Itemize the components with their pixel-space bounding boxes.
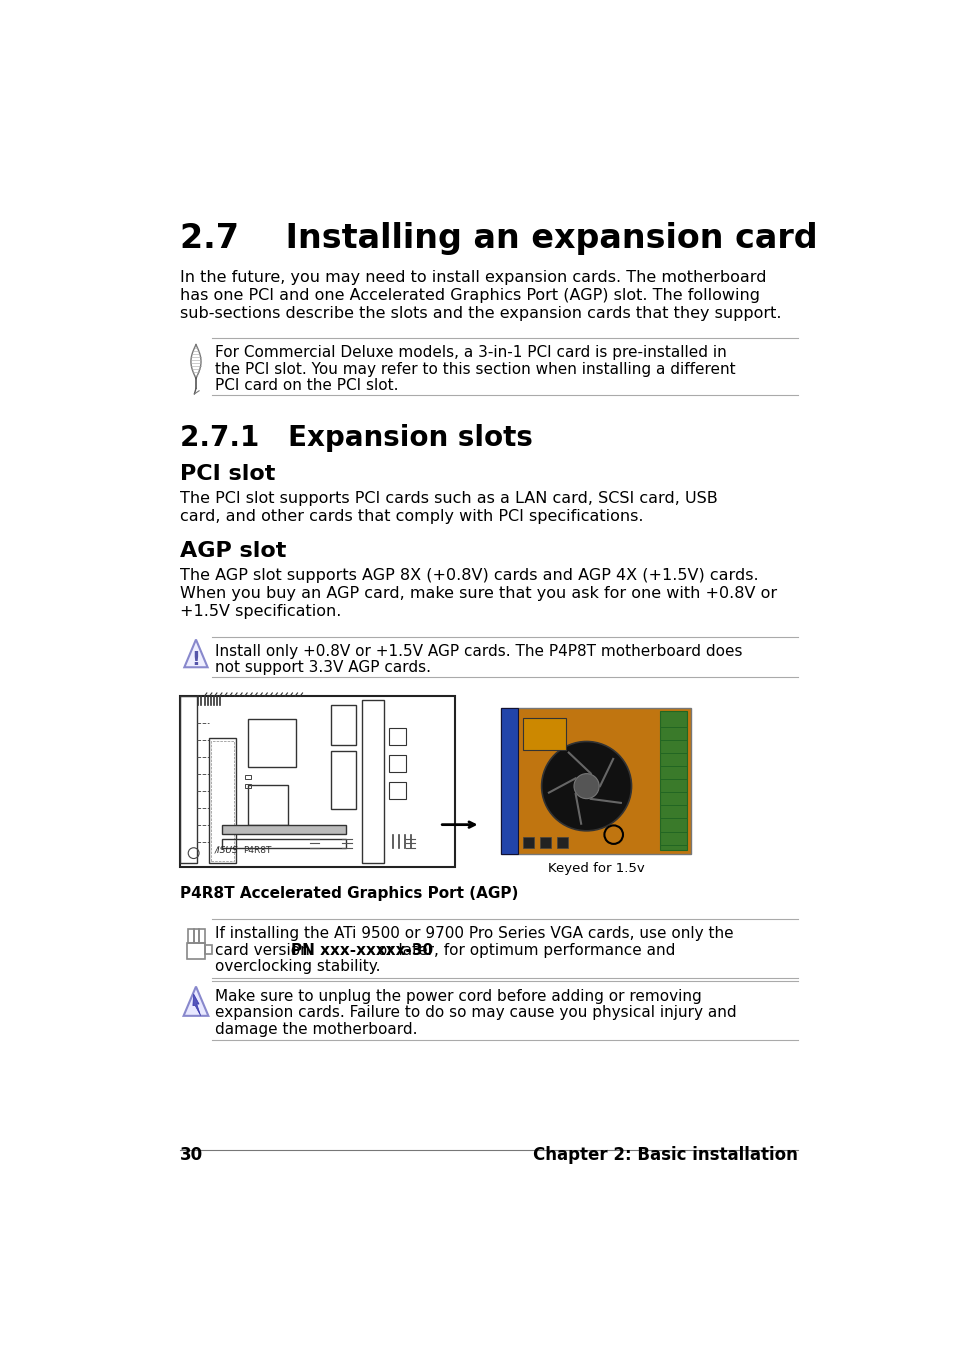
Bar — [204, 944, 212, 954]
Text: 2.7    Installing an expansion card: 2.7 Installing an expansion card — [179, 222, 817, 255]
Text: the PCI slot. You may refer to this section when installing a different: the PCI slot. You may refer to this sect… — [215, 362, 735, 377]
Bar — [245, 784, 251, 789]
Bar — [331, 705, 355, 746]
Bar — [522, 717, 565, 750]
Text: AGP slot: AGP slot — [179, 542, 286, 561]
Polygon shape — [184, 639, 208, 667]
Circle shape — [574, 774, 598, 798]
Bar — [389, 755, 406, 773]
Text: 30: 30 — [179, 1146, 203, 1165]
Bar — [248, 719, 295, 767]
Text: 2.7.1   Expansion slots: 2.7.1 Expansion slots — [179, 424, 532, 451]
Text: Install only +0.8V or +1.5V AGP cards. The P4P8T motherboard does: Install only +0.8V or +1.5V AGP cards. T… — [215, 643, 742, 659]
Bar — [187, 943, 205, 959]
Text: P4R8T: P4R8T — [243, 846, 272, 855]
Bar — [557, 838, 567, 847]
Bar — [188, 929, 193, 943]
Bar — [500, 708, 517, 854]
Polygon shape — [183, 986, 208, 1016]
Text: If installing the ATi 9500 or 9700 Pro Series VGA cards, use only the: If installing the ATi 9500 or 9700 Pro S… — [215, 927, 733, 942]
Bar — [179, 696, 196, 863]
Text: or later, for optimum performance and: or later, for optimum performance and — [373, 943, 675, 958]
Text: Keyed for 1.5v: Keyed for 1.5v — [547, 862, 644, 874]
Bar — [193, 929, 199, 943]
Text: In the future, you may need to install expansion cards. The motherboard: In the future, you may need to install e… — [179, 270, 765, 285]
Bar — [331, 751, 355, 809]
Text: card version: card version — [215, 943, 314, 958]
Bar — [522, 838, 534, 847]
Text: damage the motherboard.: damage the motherboard. — [215, 1021, 417, 1036]
Text: Make sure to unplug the power cord before adding or removing: Make sure to unplug the power cord befor… — [215, 989, 701, 1004]
Text: overclocking stability.: overclocking stability. — [215, 959, 380, 974]
Text: /ISUS: /ISUS — [214, 846, 238, 855]
Text: not support 3.3V AGP cards.: not support 3.3V AGP cards. — [215, 659, 431, 676]
Text: !: ! — [192, 650, 200, 669]
Text: expansion cards. Failure to do so may cause you physical injury and: expansion cards. Failure to do so may ca… — [215, 1005, 737, 1020]
Text: sub-sections describe the slots and the expansion cards that they support.: sub-sections describe the slots and the … — [179, 307, 781, 322]
Bar — [222, 824, 346, 834]
Bar — [248, 785, 288, 824]
Bar — [179, 696, 455, 867]
Bar — [222, 839, 346, 847]
Text: The PCI slot supports PCI cards such as a LAN card, SCSI card, USB: The PCI slot supports PCI cards such as … — [179, 490, 717, 505]
Bar — [212, 740, 233, 861]
Text: PCI card on the PCI slot.: PCI card on the PCI slot. — [215, 378, 398, 393]
Text: has one PCI and one Accelerated Graphics Port (AGP) slot. The following: has one PCI and one Accelerated Graphics… — [179, 288, 759, 303]
Bar — [389, 728, 406, 746]
Text: PN xxx-xxxxx-30: PN xxx-xxxxx-30 — [291, 943, 433, 958]
Text: PCI slot: PCI slot — [179, 463, 274, 484]
Polygon shape — [193, 994, 200, 1016]
Text: When you buy an AGP card, make sure that you ask for one with +0.8V or: When you buy an AGP card, make sure that… — [179, 586, 776, 601]
Bar — [539, 838, 550, 847]
Bar — [199, 929, 204, 943]
Bar — [209, 739, 236, 863]
Text: For Commercial Deluxe models, a 3-in-1 PCI card is pre-installed in: For Commercial Deluxe models, a 3-in-1 P… — [215, 346, 726, 361]
Text: +1.5V specification.: +1.5V specification. — [179, 604, 341, 620]
Bar — [659, 712, 686, 850]
Text: The AGP slot supports AGP 8X (+0.8V) cards and AGP 4X (+1.5V) cards.: The AGP slot supports AGP 8X (+0.8V) car… — [179, 569, 758, 584]
Bar — [500, 708, 691, 854]
Text: card, and other cards that comply with PCI specifications.: card, and other cards that comply with P… — [179, 509, 642, 524]
Text: P4R8T Accelerated Graphics Port (AGP): P4R8T Accelerated Graphics Port (AGP) — [179, 886, 517, 901]
Bar — [361, 700, 383, 863]
Bar — [245, 774, 251, 780]
Text: Chapter 2: Basic installation: Chapter 2: Basic installation — [533, 1146, 798, 1165]
Circle shape — [541, 742, 631, 831]
Bar — [389, 782, 406, 800]
